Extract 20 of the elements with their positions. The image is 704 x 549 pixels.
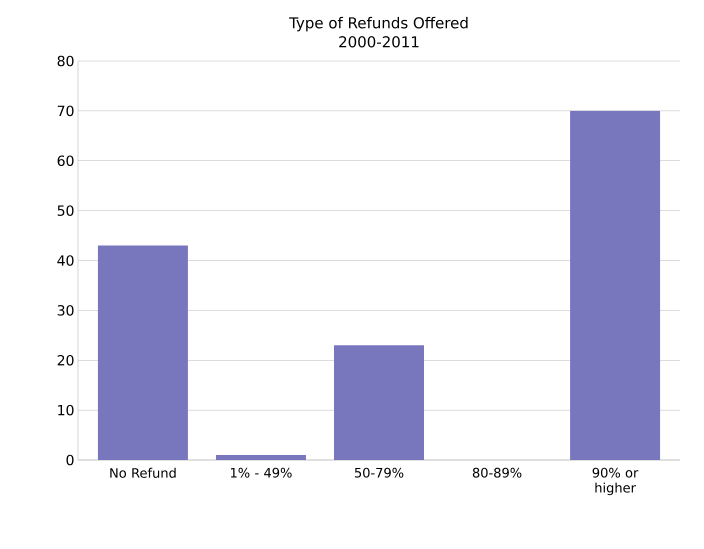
bar [216,455,306,460]
y-tick-label: 10 [58,404,74,416]
y-tick-label: 40 [57,255,74,266]
chart-subtitle: 2000-2011 [339,36,418,48]
bar [334,345,424,460]
chart-title: Type of Refunds Offered [289,16,468,32]
y-tick-label: 20 [58,354,74,366]
y-tick-label: 50 [58,205,74,216]
x-tick-label: 80-89% [472,468,522,478]
bar [570,110,660,460]
y-tick-label: 0 [66,454,74,466]
y-tick-label: 80 [58,56,74,66]
x-tick-label: 50-79% [354,468,404,478]
x-tick-label: 1% - 49% [230,468,292,478]
y-tick-label: 70 [58,106,74,116]
x-tick-label: 90% or higher [592,468,638,496]
bar [98,246,188,460]
y-tick-label: 60 [58,155,74,166]
y-tick-label: 30 [58,305,74,316]
x-tick-label: No Refund [110,468,176,478]
